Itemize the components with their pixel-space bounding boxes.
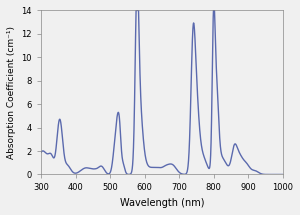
X-axis label: Wavelength (nm): Wavelength (nm) — [119, 198, 204, 208]
Y-axis label: Absorption Coefficient (cm⁻¹): Absorption Coefficient (cm⁻¹) — [7, 26, 16, 159]
